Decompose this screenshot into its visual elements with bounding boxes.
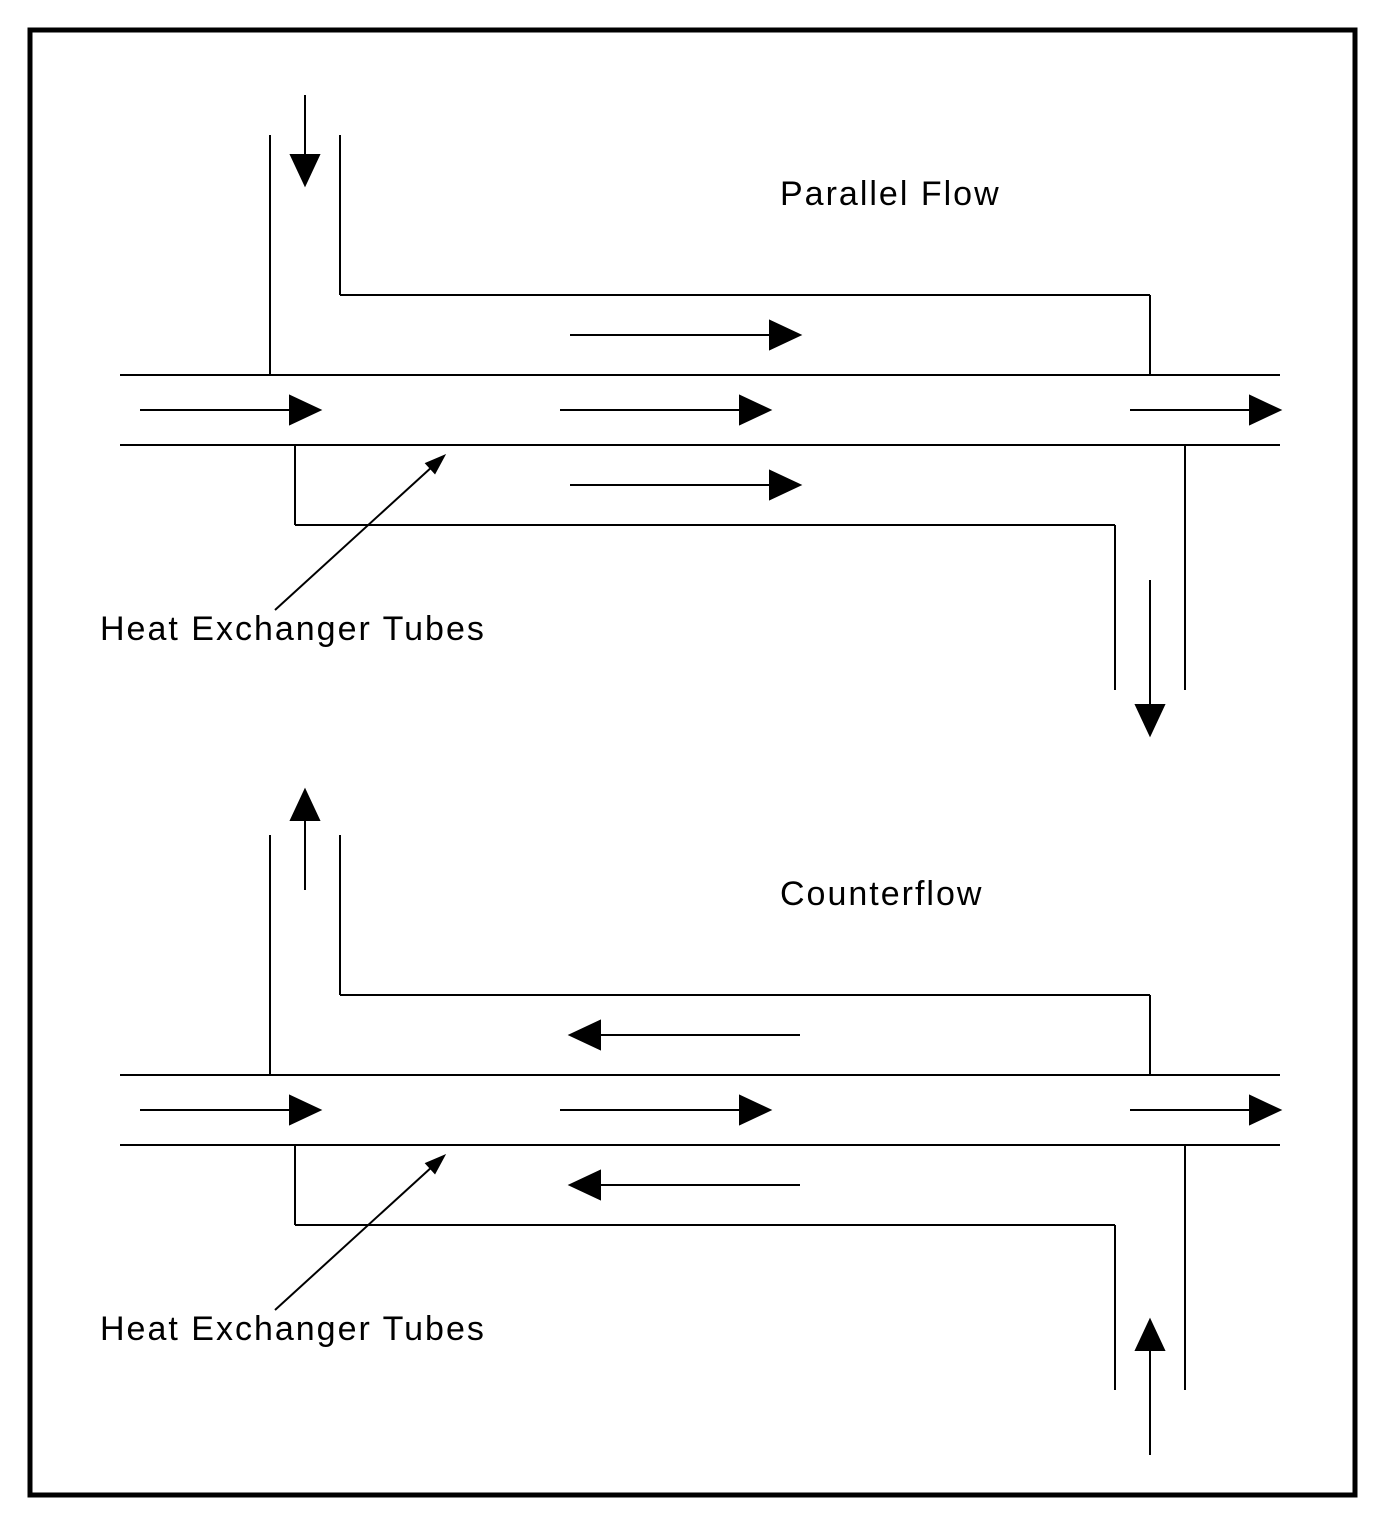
label-counterflow: Counterflow: [780, 875, 983, 913]
label-heat-exchanger-tubes-upper: Heat Exchanger Tubes: [100, 610, 486, 648]
label-parallel-flow: Parallel Flow: [780, 175, 1001, 213]
diagram-border: [30, 30, 1355, 1495]
label-heat-exchanger-tubes-lower: Heat Exchanger Tubes: [100, 1310, 486, 1348]
heat-exchanger-diagram: Parallel Flow Counterflow Heat Exchanger T…: [0, 0, 1385, 1525]
